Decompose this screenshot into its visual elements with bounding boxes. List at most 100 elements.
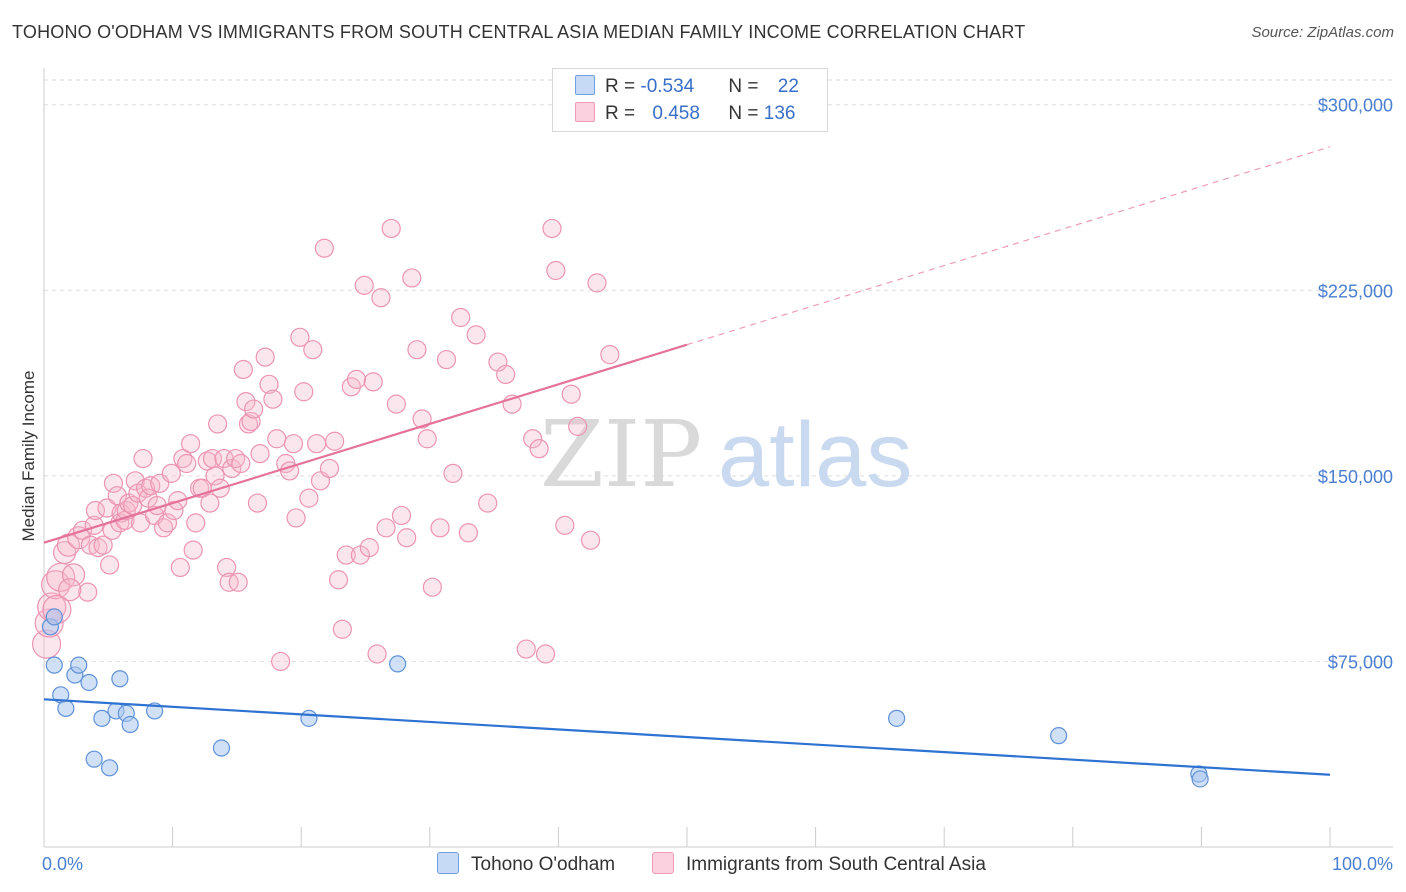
data-point-tohono [80,673,98,692]
data-point-immigrants [200,493,220,513]
data-point-immigrants [346,369,367,389]
data-point-immigrants [430,518,450,538]
data-point-immigrants [417,429,437,449]
data-point-immigrants [381,218,401,239]
legend-swatch-pink [652,852,674,874]
data-point-tohono [389,655,407,673]
watermark-atlas: atlas [718,404,912,506]
data-point-immigrants [451,307,471,328]
data-point-immigrants [391,505,412,526]
data-point-immigrants [402,268,422,288]
data-point-immigrants [286,508,306,528]
legend-swatch-blue [437,852,459,874]
data-point-immigrants [186,513,206,533]
data-point-immigrants [133,448,153,469]
data-point-tohono [57,699,75,718]
legend-row-tohono: R = -0.534 N = 22 [575,75,799,101]
data-point-tohono [70,656,88,674]
legend-n-value: 136 [763,103,796,124]
data-point-immigrants [466,325,486,345]
data-point-immigrants [529,439,549,459]
data-point-immigrants [197,451,217,471]
data-point-immigrants [386,394,406,414]
legend-item-tohono: Tohono O'odham [437,852,615,876]
trend-lines [43,146,1331,776]
legend-label-immigrants: Immigrants from South Central Asia [686,854,986,875]
x-tick-label-max: 100.0% [1332,854,1393,874]
data-point-immigrants [177,453,197,474]
series-tohono-points [41,608,1209,788]
legend-n-label: N = [728,76,764,97]
y-tick-label: $225,000 [1318,281,1393,301]
data-point-immigrants [580,530,601,550]
legend-r-label: R = [605,76,641,97]
data-point-tohono [1050,727,1068,745]
data-point-immigrants [238,414,259,434]
data-point-immigrants [303,340,323,360]
legend-swatch-pink [575,102,595,122]
data-point-immigrants [217,557,237,578]
data-point-immigrants [208,414,228,434]
data-point-tohono [888,709,906,727]
data-point-immigrants [561,384,581,404]
data-point-immigrants [103,473,124,493]
data-point-immigrants [241,411,261,432]
trend-line-tohono [43,698,1331,776]
data-point-immigrants [458,523,478,543]
data-point-immigrants [496,364,516,385]
data-point-immigrants [523,429,543,449]
data-point-immigrants [359,538,379,558]
y-tick-label: $300,000 [1318,96,1393,116]
data-point-tohono [1191,770,1209,788]
data-point-immigrants [244,399,264,419]
data-point-immigrants [407,340,427,360]
y-axis-label: Median Family Income [19,370,38,541]
data-point-immigrants [354,275,374,295]
correlation-legend: R = -0.534 N = 22 R = 0.458 N = 136 [552,68,828,132]
data-point-immigrants [294,382,314,402]
data-point-immigrants [52,540,77,565]
trend-line-immigrants-extension [686,146,1331,346]
legend-label-tohono: Tohono O'odham [471,854,616,875]
legend-r-label: R = [605,103,641,124]
data-point-immigrants [271,651,291,672]
data-point-immigrants [314,238,334,258]
data-point-immigrants [568,416,588,436]
data-point-immigrants [99,555,120,575]
data-point-immigrants [181,434,201,454]
data-point-immigrants [233,359,253,380]
data-point-immigrants [263,389,283,409]
data-point-immigrants [299,488,319,508]
data-point-immigrants [157,513,178,533]
data-point-immigrants [542,218,562,239]
axes [43,68,1393,848]
data-point-immigrants [332,619,352,639]
data-point-immigrants [587,273,607,293]
data-point-tohono [85,750,103,768]
data-point-immigrants [319,458,340,479]
data-point-immigrants [600,345,620,365]
data-point-immigrants [259,374,279,394]
series-immigrants-points [31,218,620,672]
data-point-immigrants [183,540,203,560]
data-point-immigrants [58,578,82,602]
data-point-immigrants [283,434,304,454]
data-point-immigrants [443,463,463,483]
data-point-immigrants [93,535,113,555]
data-point-tohono [111,670,129,688]
data-point-immigrants [236,392,256,412]
data-point-immigrants [478,493,498,513]
data-point-immigrants [328,570,349,590]
data-point-immigrants [325,431,345,451]
data-point-immigrants [516,639,536,659]
trend-line-immigrants [43,343,688,544]
y-tick-label: $75,000 [1328,652,1393,672]
data-point-immigrants [436,349,457,370]
data-point-immigrants [78,582,98,602]
data-point-tohono [45,656,63,674]
data-point-immigrants [412,409,432,429]
data-point-immigrants [363,372,383,392]
data-point-immigrants [290,327,310,347]
data-point-tohono [212,739,231,757]
